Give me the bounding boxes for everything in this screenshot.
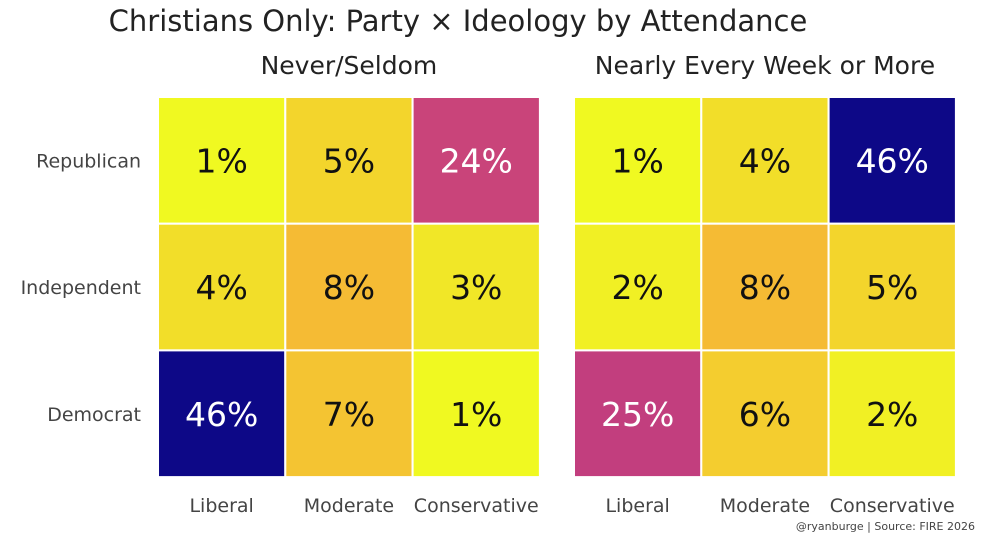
cell-label: 8% (739, 268, 791, 307)
heatmap-cell (411, 96, 541, 225)
panel-title: Nearly Every Week or More (595, 51, 935, 80)
cell-label: 2% (866, 395, 918, 434)
cell-label: 4% (195, 268, 247, 307)
y-tick-label: Democrat (47, 404, 141, 426)
cell-label: 8% (323, 268, 375, 307)
heatmap-cell (157, 349, 287, 479)
heatmap-cell (411, 349, 541, 479)
panel-title: Never/Seldom (261, 51, 438, 80)
cell-label: 6% (739, 395, 791, 434)
cell-label: 3% (450, 268, 502, 307)
y-tick-label: Independent (21, 277, 141, 299)
cell-label: 46% (856, 141, 929, 180)
cell-label: 1% (611, 141, 663, 180)
cell-label: 5% (866, 268, 918, 307)
chart-title: Christians Only: Party × Ideology by Att… (109, 4, 808, 38)
heatmap-cell (700, 222, 830, 352)
cell-label: 1% (195, 141, 247, 180)
cell-label: 7% (323, 395, 375, 434)
heatmap-cell (573, 96, 703, 225)
cell-label: 5% (323, 141, 375, 180)
x-tick-label: Moderate (720, 495, 810, 517)
heatmap-cell (827, 96, 957, 225)
x-tick-label: Liberal (189, 495, 253, 517)
x-tick-label: Conservative (830, 495, 955, 517)
heatmap-cell (700, 349, 830, 479)
cell-label: 1% (450, 395, 502, 434)
x-tick-label: Conservative (414, 495, 539, 517)
heatmap-cell (157, 222, 287, 352)
caption: @ryanburge | Source: FIRE 2026 (796, 520, 975, 533)
cell-label: 46% (185, 395, 258, 434)
x-tick-label: Liberal (605, 495, 669, 517)
cell-label: 4% (739, 141, 791, 180)
cell-label: 2% (611, 268, 663, 307)
heatmap-cell (284, 96, 414, 225)
y-tick-label: Republican (36, 150, 141, 172)
heatmap-cell (827, 349, 957, 479)
heatmap-cell (157, 96, 287, 225)
heatmap-cell (284, 349, 414, 479)
x-tick-label: Moderate (304, 495, 394, 517)
heatmap-cell (411, 222, 541, 352)
cell-label: 25% (601, 395, 674, 434)
cell-label: 24% (440, 141, 513, 180)
heatmap-cell (573, 349, 703, 479)
